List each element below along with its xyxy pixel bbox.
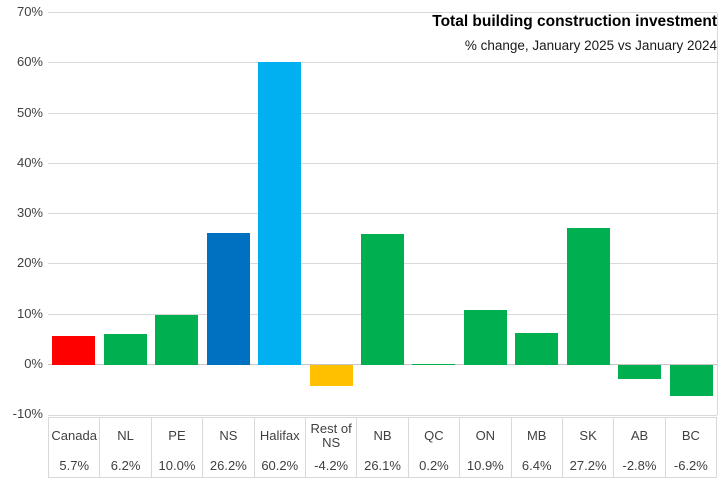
category-label: BC [681,428,700,443]
x-axis-column-mb: MB 6.4% [512,418,563,477]
x-axis-column-nl: NL 6.2% [100,418,152,477]
title-block: Total building construction investment %… [432,12,717,55]
bar-ns [207,233,250,365]
bar-qc [412,364,455,365]
x-axis-column-halifax: Halifax 60.2% [255,418,306,477]
category-value: 6.2% [110,458,141,473]
x-axis-column-on: ON 10.9% [460,418,512,477]
x-axis-column-bc: BC -6.2% [666,418,718,477]
category-label: Halifax [259,428,300,443]
bar-nl [104,334,147,365]
category-value: 0.2% [419,458,449,473]
bar-rest-of-ns [310,365,353,386]
category-label: SK [579,428,597,443]
category-label: ON [475,428,496,443]
x-axis-column-nb: NB 26.1% [357,418,409,477]
chart-title: Total building construction investment [432,13,717,30]
category-value: 26.2% [209,458,247,473]
y-axis-tick-label: 30% [16,205,43,220]
category-value: 10.0% [158,458,196,473]
x-axis-column-sk: SK 27.2% [563,418,615,477]
category-label: QC [424,428,444,443]
x-axis-column-qc: QC 0.2% [409,418,461,477]
bar-canada [52,336,95,365]
category-label: NB [373,428,392,443]
category-value: 60.2% [261,458,299,473]
x-axis-column-ab: AB -2.8% [614,418,666,477]
y-axis-tick-label: 10% [16,305,43,321]
y-axis-tick-label: 20% [16,255,43,271]
category-label: AB [630,428,649,443]
category-label: MB [526,428,547,443]
category-label: PE [168,428,186,443]
bar-bc [670,365,713,396]
gridline [48,113,717,114]
x-axis-column-rest-of-ns: Rest of NS -4.2% [306,418,358,477]
y-axis-tick-label: -10% [12,406,43,421]
category-value: 27.2% [569,458,607,473]
bar-nb [361,234,404,365]
x-axis-column-pe: PE 10.0% [152,418,204,477]
plot-area [48,12,718,416]
category-value: -2.8% [622,458,657,473]
x-axis-column-canada: Canada 5.7% [49,418,101,477]
category-label: Canada [51,428,97,443]
bar-sk [567,228,610,365]
bar-mb [515,333,558,365]
gridline [48,415,717,416]
y-axis-tick-label: 60% [16,54,43,70]
category-value: -6.2% [673,458,708,473]
category-value: 26.1% [364,458,401,473]
category-value: -4.2% [314,458,349,473]
y-axis-tick-label: 70% [16,4,43,19]
x-axis-column-ns: NS 26.2% [203,418,255,477]
bar-on [464,310,507,365]
bar-halifax [258,62,301,365]
category-value: 5.7% [59,458,90,473]
category-value: 6.4% [521,458,552,473]
category-label: NL [117,428,134,443]
y-axis-tick-label: 40% [16,154,43,170]
bar-pe [155,315,198,365]
bar-ab [618,365,661,379]
category-label: Rest of NS [310,421,352,450]
y-axis-tick-label: 50% [16,104,43,120]
gridline [48,12,717,13]
gridline [48,62,717,63]
gridline [48,213,717,214]
chart-subtitle: % change, January 2025 vs January 2024 [464,38,717,53]
category-label: NS [219,428,238,443]
y-axis-tick-label: 0% [24,355,43,371]
category-value: 10.9% [466,458,504,473]
x-axis-table: Canada 5.7% NL 6.2% PE 10.0% NS 26.2% Halifax 60.… [48,417,718,478]
gridline [48,163,717,164]
